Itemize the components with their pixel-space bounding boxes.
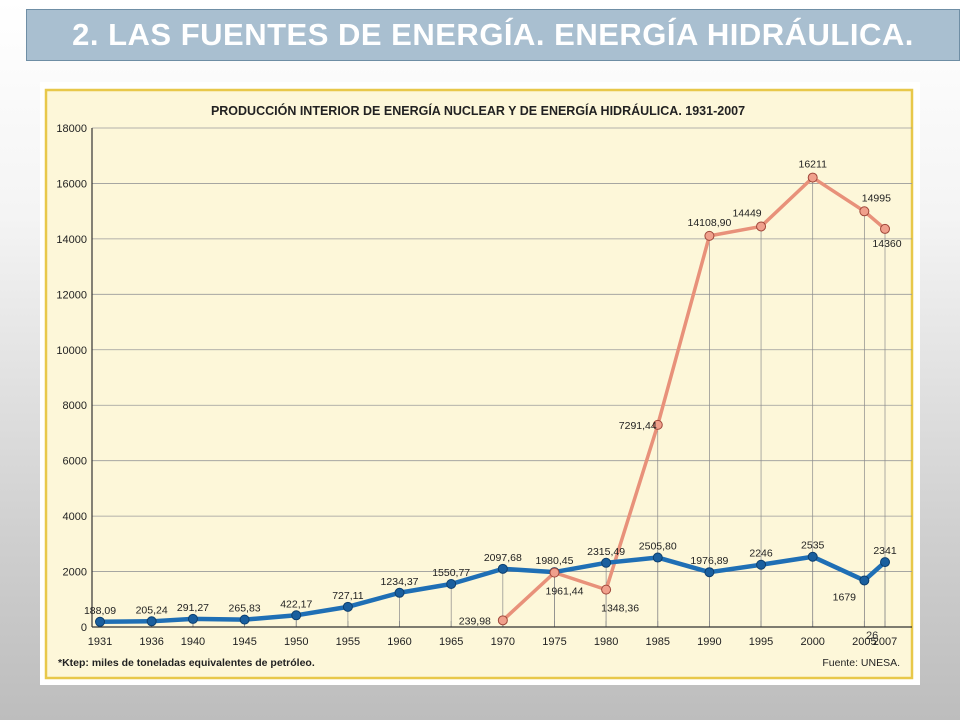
- page-number: 26: [866, 630, 879, 642]
- nuclear-data-label: 14108,90: [688, 217, 732, 229]
- hydraulic-data-label: 188,09: [84, 605, 116, 617]
- x-tick-label: 1960: [387, 636, 411, 648]
- hydraulic-data-label: 422,17: [280, 598, 312, 610]
- x-tick-label: 1945: [232, 636, 256, 648]
- nuclear-point: [549, 567, 560, 578]
- hydraulic-point: [807, 551, 818, 562]
- x-tick-label: 1970: [491, 636, 515, 648]
- hydraulic-data-label: 1550,77: [432, 567, 470, 579]
- hydraulic-point: [446, 579, 457, 590]
- nuclear-point: [497, 615, 508, 626]
- x-tick-label: 1995: [749, 636, 773, 648]
- y-tick-label: 12000: [56, 289, 87, 301]
- nuclear-point: [704, 230, 715, 241]
- hydraulic-point: [342, 601, 353, 612]
- nuclear-point: [652, 419, 663, 430]
- hydraulic-point: [187, 613, 198, 624]
- x-tick-label: 1955: [336, 636, 360, 648]
- nuclear-data-label: 1348,36: [601, 603, 639, 615]
- y-tick-label: 4000: [63, 511, 87, 523]
- chart-source: Fuente: UNESA.: [822, 657, 900, 669]
- hydraulic-point: [497, 563, 508, 574]
- hydraulic-data-label: 2315,49: [587, 546, 625, 558]
- hydraulic-data-label: 2097,68: [484, 552, 522, 564]
- y-tick-label: 16000: [56, 178, 87, 190]
- y-tick-label: 0: [81, 622, 87, 634]
- x-tick-label: 1940: [181, 636, 205, 648]
- hydraulic-data-label: 1976,89: [690, 555, 728, 567]
- hydraulic-data-label: 2341: [873, 545, 897, 557]
- x-tick-label: 1975: [542, 636, 566, 648]
- hydraulic-point: [704, 567, 715, 578]
- nuclear-point: [601, 584, 612, 595]
- hydraulic-point: [95, 616, 105, 627]
- hydraulic-point: [859, 575, 870, 586]
- y-tick-label: 10000: [56, 345, 87, 357]
- hydraulic-data-label: 2505,80: [639, 541, 677, 553]
- x-tick-label: 1950: [284, 636, 308, 648]
- nuclear-data-label: 14995: [862, 192, 891, 204]
- nuclear-point: [756, 221, 767, 232]
- hydraulic-data-label: 727,11: [332, 590, 363, 602]
- hydraulic-point: [239, 614, 250, 625]
- hydraulic-data-label: 291,27: [177, 602, 209, 614]
- slide-title: 2. LAS FUENTES DE ENERGÍA. ENERGÍA HIDRÁ…: [72, 17, 914, 52]
- hydraulic-data-label: 2535: [801, 540, 825, 552]
- hydraulic-data-label: 205,24: [136, 604, 168, 616]
- nuclear-data-label: 239,98: [459, 615, 491, 627]
- hydraulic-point: [146, 616, 157, 627]
- x-tick-label: 1931: [88, 636, 112, 648]
- y-tick-label: 8000: [63, 400, 87, 412]
- slide-title-bar: 2. LAS FUENTES DE ENERGÍA. ENERGÍA HIDRÁ…: [26, 9, 960, 61]
- chart-background: [44, 88, 914, 680]
- nuclear-data-label: 14360: [872, 238, 901, 250]
- y-tick-label: 18000: [56, 123, 87, 135]
- chart-title: PRODUCCIÓN INTERIOR DE ENERGÍA NUCLEAR Y…: [211, 103, 745, 118]
- hydraulic-data-label: 1234,37: [381, 576, 419, 588]
- chart-frame: PRODUCCIÓN INTERIOR DE ENERGÍA NUCLEAR Y…: [40, 82, 920, 685]
- x-tick-label: 2000: [800, 636, 824, 648]
- x-tick-label: 1965: [439, 636, 463, 648]
- nuclear-point: [807, 172, 818, 183]
- hydraulic-data-label: 1679: [833, 591, 857, 603]
- x-tick-label: 2005: [852, 636, 876, 648]
- x-tick-label: 1985: [646, 636, 670, 648]
- nuclear-data-label: 7291,44: [619, 420, 657, 432]
- hydraulic-data-label: 265,83: [229, 603, 261, 615]
- nuclear-point: [859, 206, 870, 217]
- y-tick-label: 2000: [63, 567, 87, 579]
- y-tick-label: 14000: [56, 234, 87, 246]
- x-tick-label: 1980: [594, 636, 618, 648]
- hydraulic-point: [601, 557, 612, 568]
- hydraulic-point: [880, 557, 890, 568]
- x-tick-label: 1990: [697, 636, 721, 648]
- energy-production-chart: PRODUCCIÓN INTERIOR DE ENERGÍA NUCLEAR Y…: [44, 88, 914, 680]
- chart-footnote: *Ktep: miles de toneladas equivalentes d…: [58, 657, 315, 669]
- hydraulic-point: [291, 610, 302, 621]
- nuclear-data-label: 14449: [732, 207, 761, 219]
- x-tick-label: 2007: [873, 636, 897, 648]
- hydraulic-point: [756, 559, 767, 570]
- nuclear-data-label: 16211: [798, 159, 827, 171]
- hydraulic-data-label: 2246: [749, 548, 773, 560]
- hydraulic-point: [652, 552, 663, 563]
- y-tick-label: 6000: [63, 456, 87, 468]
- nuclear-point: [880, 223, 890, 234]
- nuclear-data-label: 1961,44: [545, 586, 583, 598]
- hydraulic-data-label: 1980,45: [535, 555, 573, 567]
- x-tick-label: 1936: [139, 636, 163, 648]
- hydraulic-point: [394, 587, 405, 598]
